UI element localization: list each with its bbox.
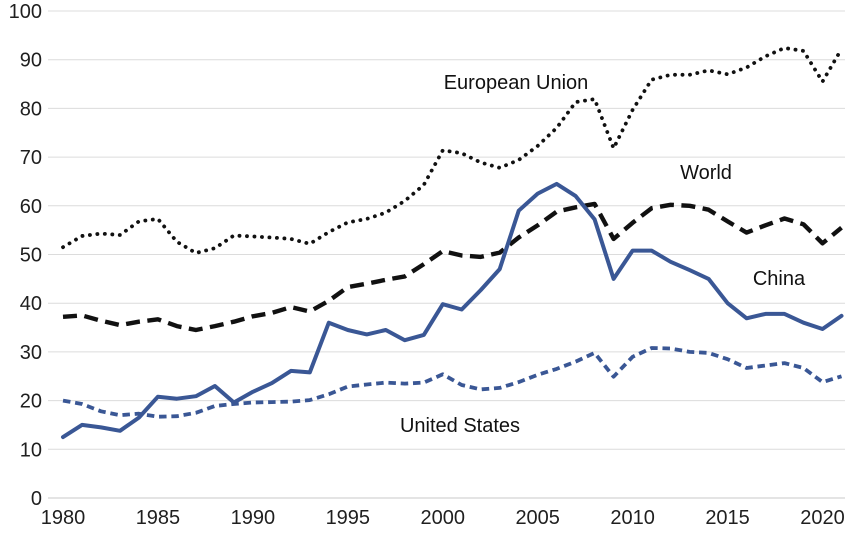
x-axis-tick-label: 1990 (231, 507, 276, 529)
y-axis-tick-label: 50 (20, 245, 42, 267)
series-line-china (61, 181, 844, 440)
y-axis-tick-label: 20 (20, 391, 42, 413)
y-axis-tick-label: 80 (20, 98, 42, 120)
y-axis-tick-label: 10 (20, 439, 42, 461)
x-axis-tick-label: 1995 (326, 507, 371, 529)
x-axis-tick-label: 1980 (41, 507, 86, 529)
series-label-china: China (753, 268, 806, 290)
series-line-world (62, 201, 843, 333)
series-line-united-states (62, 346, 843, 419)
y-axis-tick-label: 90 (20, 50, 42, 72)
y-axis-tick-label: 30 (20, 342, 42, 364)
series-label-united-states: United States (400, 415, 520, 437)
y-axis-tick-label: 40 (20, 293, 42, 315)
x-axis-tick-label: 2015 (705, 507, 750, 529)
x-axis-tick-label: 2020 (800, 507, 845, 529)
y-axis-tick-label: 70 (20, 147, 42, 169)
x-axis-tick-label: 2005 (515, 507, 560, 529)
x-axis-tick-label: 1985 (136, 507, 181, 529)
series-line-european-union (61, 46, 844, 255)
series-label-world: World (680, 162, 732, 184)
x-axis-tick-label: 2000 (421, 507, 466, 529)
y-axis-tick-label: 60 (20, 196, 42, 218)
y-axis-tick-label: 100 (9, 1, 42, 23)
series-label-european-union: European Union (444, 72, 589, 94)
y-axis-tick-label: 0 (31, 488, 42, 510)
x-axis-tick-label: 2010 (610, 507, 655, 529)
